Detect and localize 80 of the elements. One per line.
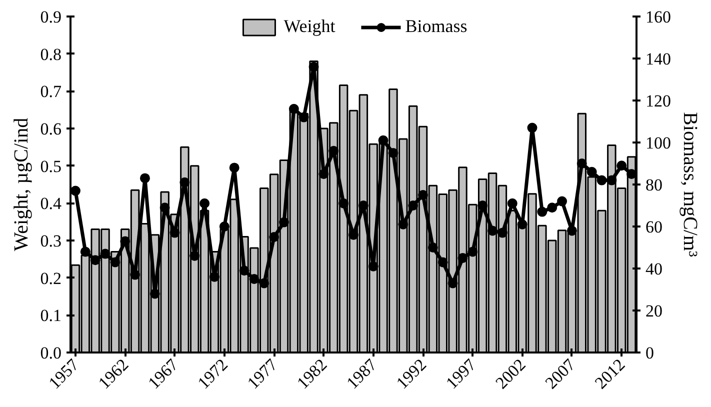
point xyxy=(557,196,568,206)
point xyxy=(269,232,280,242)
point xyxy=(80,246,90,257)
point xyxy=(358,200,368,210)
point xyxy=(438,257,448,268)
point xyxy=(338,198,349,208)
point xyxy=(278,217,289,228)
point xyxy=(239,266,250,276)
point xyxy=(110,257,120,268)
point xyxy=(537,206,548,217)
point xyxy=(418,190,428,200)
y-tick-label: 0.9 xyxy=(40,8,62,26)
point xyxy=(517,219,528,230)
y2-tick-label: 120 xyxy=(646,92,671,110)
point xyxy=(398,219,408,230)
point xyxy=(288,104,299,114)
point xyxy=(458,253,468,263)
point xyxy=(150,288,160,299)
point xyxy=(576,158,587,168)
point xyxy=(170,228,180,238)
y2-tick-label: 40 xyxy=(646,260,662,278)
y-tick-label: 0.2 xyxy=(40,268,62,288)
y2-tick-label: 100 xyxy=(646,134,671,152)
legend-label: Weight xyxy=(284,16,336,37)
point xyxy=(308,62,319,72)
point xyxy=(70,186,80,196)
point xyxy=(200,198,210,208)
y2-tick-label: 160 xyxy=(646,8,671,26)
point xyxy=(547,202,558,213)
point xyxy=(120,236,130,246)
y2-tick-label: 20 xyxy=(646,302,662,320)
point xyxy=(616,160,627,171)
y-axis-title: Weight, µgC/ind xyxy=(10,118,32,252)
point xyxy=(209,272,220,282)
point xyxy=(368,261,378,272)
y-tick-label: 0.4 xyxy=(40,194,62,214)
y-tick-label: 0.1 xyxy=(40,306,62,326)
point xyxy=(507,198,518,208)
point xyxy=(90,255,100,266)
point xyxy=(478,200,488,210)
y-tick-label: 0.8 xyxy=(40,44,62,64)
point xyxy=(586,166,597,177)
point xyxy=(497,228,508,238)
point xyxy=(408,200,418,210)
point xyxy=(328,146,339,156)
y-tick-label: 0.3 xyxy=(40,232,62,250)
point xyxy=(249,274,260,284)
point xyxy=(298,112,309,122)
y2-tick-label: 60 xyxy=(646,218,662,236)
point xyxy=(378,135,388,146)
point xyxy=(606,175,617,186)
point xyxy=(140,173,150,184)
y2-axis-title: Biomass, mgC/m³ xyxy=(679,112,701,257)
point xyxy=(160,202,170,213)
point xyxy=(527,122,538,133)
point xyxy=(348,230,358,240)
point xyxy=(468,246,478,257)
point xyxy=(566,226,577,236)
point xyxy=(130,270,140,280)
point xyxy=(318,169,329,179)
point xyxy=(180,177,190,188)
legend-label: Biomass xyxy=(405,16,468,37)
point xyxy=(229,162,240,173)
point xyxy=(488,226,498,236)
y2-tick-label: 140 xyxy=(646,50,671,68)
point xyxy=(626,169,636,179)
point xyxy=(388,148,398,158)
point xyxy=(428,242,438,252)
y2-tick-label: 80 xyxy=(646,176,662,194)
point xyxy=(596,175,607,186)
point xyxy=(259,278,270,288)
point xyxy=(190,250,200,261)
y-tick-label: 0.6 xyxy=(40,120,62,138)
point xyxy=(448,278,458,288)
point xyxy=(100,248,110,259)
y-tick-label: 0.7 xyxy=(40,82,62,102)
y2-tick-label: 0 xyxy=(646,344,654,362)
point xyxy=(219,222,230,232)
y-tick-label: 0.0 xyxy=(40,344,62,362)
y-tick-label: 0.5 xyxy=(40,156,62,176)
